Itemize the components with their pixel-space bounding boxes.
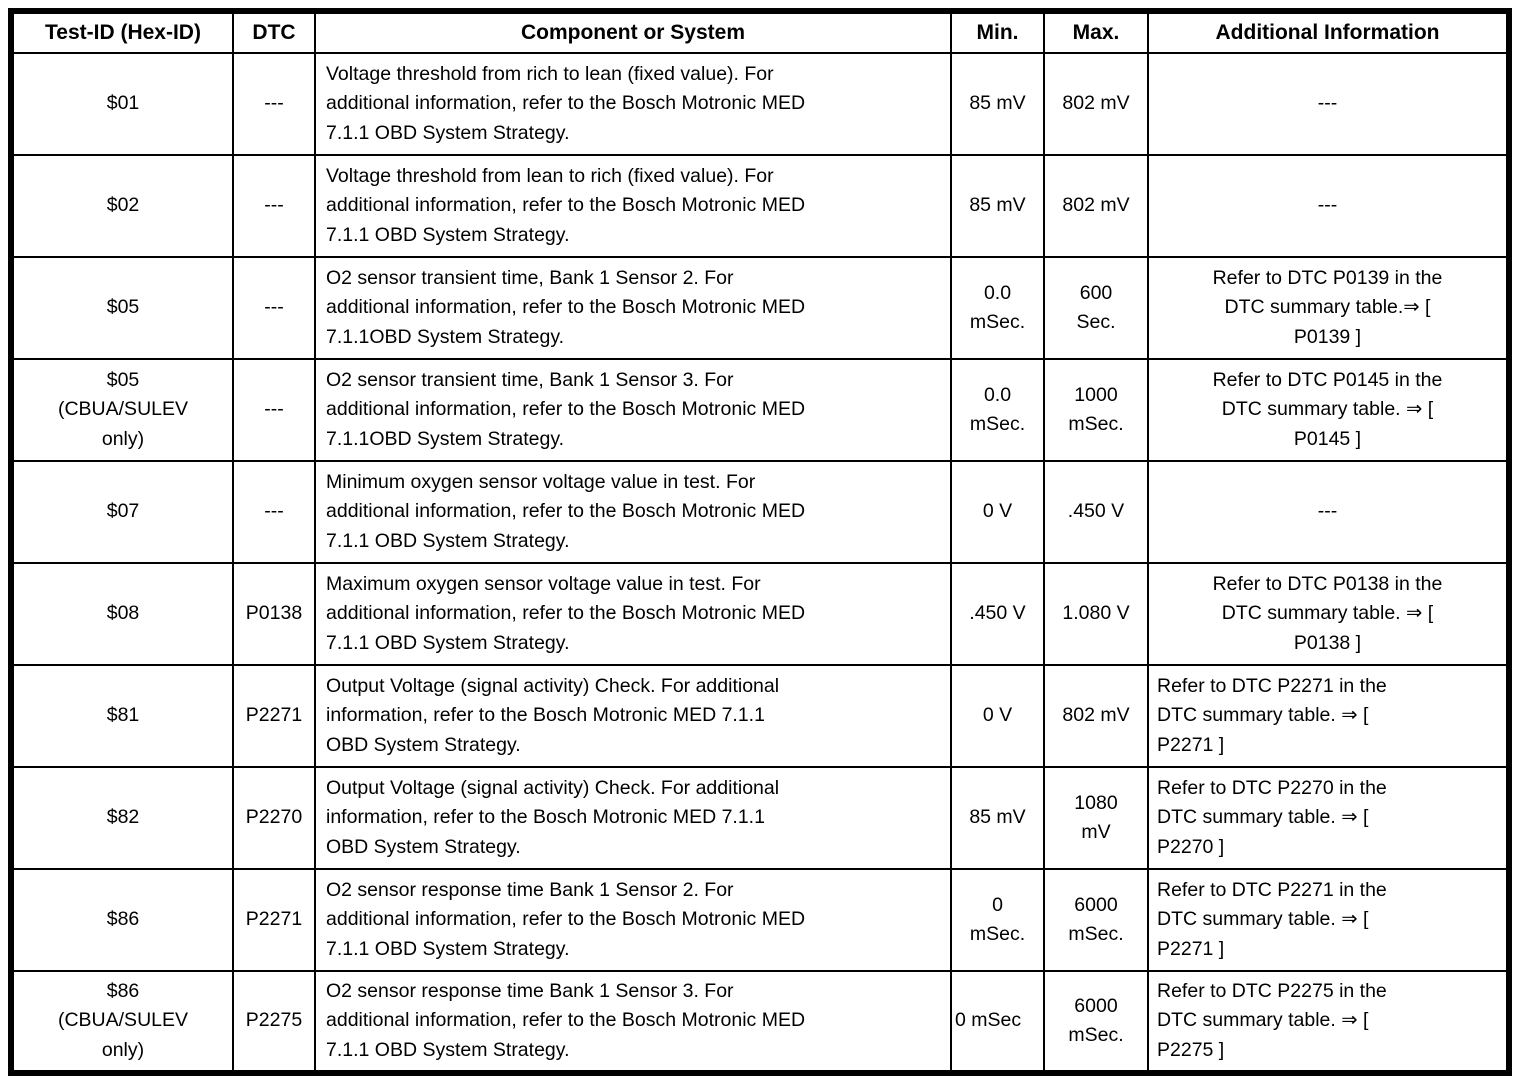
info-cell: --- <box>1147 52 1510 156</box>
table-row: $01 --- Voltage threshold from rich to lea… <box>10 52 1510 156</box>
dtc-cell: P0138 <box>232 562 316 666</box>
component-cell: O2 sensor response time Bank 1 Sensor 3.… <box>314 970 952 1074</box>
info-cell: --- <box>1147 154 1510 258</box>
header-test-id: Test-ID (Hex-ID) <box>10 10 234 54</box>
min-cell: .450 V <box>950 562 1045 666</box>
test-id-cell: $05 (CBUA/SULEV only) <box>10 358 234 462</box>
dtc-cell: P2270 <box>232 766 316 870</box>
component-cell: Minimum oxygen sensor voltage value in t… <box>314 460 952 564</box>
min-cell: 85 mV <box>950 154 1045 258</box>
table-row: $07 --- Minimum oxygen sensor voltage valu… <box>10 460 1510 564</box>
dtc-cell: --- <box>232 460 316 564</box>
info-cell: Refer to DTC P0145 in the DTC summary ta… <box>1147 358 1510 462</box>
max-cell: 600 Sec. <box>1043 256 1149 360</box>
dtc-cell: --- <box>232 358 316 462</box>
header-row: Test-ID (Hex-ID) DTC Component or System… <box>10 10 1510 54</box>
header-min: Min. <box>950 10 1045 54</box>
test-id-cell: $82 <box>10 766 234 870</box>
max-cell: 802 mV <box>1043 154 1149 258</box>
max-cell: 1080 mV <box>1043 766 1149 870</box>
header-component: Component or System <box>314 10 952 54</box>
table-row: $86 (CBUA/SULEV only) P2275 O2 sensor resp… <box>10 970 1510 1074</box>
max-cell: 6000 mSec. <box>1043 868 1149 972</box>
component-cell: Maximum oxygen sensor voltage value in t… <box>314 562 952 666</box>
obd-test-table: Test-ID (Hex-ID) DTC Component or System… <box>8 8 1512 1076</box>
info-cell: Refer to DTC P2270 in the DTC summary ta… <box>1147 766 1510 870</box>
component-cell: O2 sensor transient time, Bank 1 Sensor … <box>314 256 952 360</box>
header-additional-info: Additional Information <box>1147 10 1510 54</box>
dtc-cell: --- <box>232 154 316 258</box>
test-id-cell: $01 <box>10 52 234 156</box>
component-cell: O2 sensor response time Bank 1 Sensor 2.… <box>314 868 952 972</box>
min-cell: 0 V <box>950 460 1045 564</box>
table-row: $05 (CBUA/SULEV only) --- O2 sensor transi… <box>10 358 1510 462</box>
min-cell: 0.0 mSec. <box>950 358 1045 462</box>
max-cell: 802 mV <box>1043 664 1149 768</box>
table-row: $86 P2271 O2 sensor response time Bank 1 S… <box>10 868 1510 972</box>
min-cell: 0 mSec. <box>950 868 1045 972</box>
max-cell: 1.080 V <box>1043 562 1149 666</box>
test-id-cell: $86 (CBUA/SULEV only) <box>10 970 234 1074</box>
table-row: $08 P0138 Maximum oxygen sensor voltage va… <box>10 562 1510 666</box>
min-cell: 85 mV <box>950 52 1045 156</box>
test-id-cell: $05 <box>10 256 234 360</box>
dtc-cell: P2271 <box>232 868 316 972</box>
info-cell: --- <box>1147 460 1510 564</box>
table-body: $01 --- Voltage threshold from rich to lea… <box>10 52 1510 1074</box>
test-id-cell: $07 <box>10 460 234 564</box>
component-cell: Voltage threshold from rich to lean (fix… <box>314 52 952 156</box>
test-id-cell: $02 <box>10 154 234 258</box>
info-cell: Refer to DTC P2275 in the DTC summary ta… <box>1147 970 1510 1074</box>
min-cell: 85 mV <box>950 766 1045 870</box>
component-cell: O2 sensor transient time, Bank 1 Sensor … <box>314 358 952 462</box>
header-dtc: DTC <box>232 10 316 54</box>
max-cell: 1000 mSec. <box>1043 358 1149 462</box>
max-cell: .450 V <box>1043 460 1149 564</box>
dtc-cell: --- <box>232 52 316 156</box>
header-max: Max. <box>1043 10 1149 54</box>
dtc-cell: P2275 <box>232 970 316 1074</box>
info-cell: Refer to DTC P0138 in the DTC summary ta… <box>1147 562 1510 666</box>
min-cell: 0 V <box>950 664 1045 768</box>
table-row: $02 --- Voltage threshold from lean to ric… <box>10 154 1510 258</box>
table-row: $81 P2271 Output Voltage (signal activity)… <box>10 664 1510 768</box>
table-row: $05 --- O2 sensor transient time, Bank 1 S… <box>10 256 1510 360</box>
dtc-cell: P2271 <box>232 664 316 768</box>
dtc-cell: --- <box>232 256 316 360</box>
test-id-cell: $81 <box>10 664 234 768</box>
info-cell: Refer to DTC P0139 in the DTC summary ta… <box>1147 256 1510 360</box>
table-row: $82 P2270 Output Voltage (signal activity)… <box>10 766 1510 870</box>
test-id-cell: $08 <box>10 562 234 666</box>
max-cell: 802 mV <box>1043 52 1149 156</box>
min-cell: 0 mSec <box>950 970 1045 1074</box>
component-cell: Output Voltage (signal activity) Check. … <box>314 766 952 870</box>
info-cell: Refer to DTC P2271 in the DTC summary ta… <box>1147 664 1510 768</box>
info-cell: Refer to DTC P2271 in the DTC summary ta… <box>1147 868 1510 972</box>
component-cell: Voltage threshold from lean to rich (fix… <box>314 154 952 258</box>
max-cell: 6000 mSec. <box>1043 970 1149 1074</box>
component-cell: Output Voltage (signal activity) Check. … <box>314 664 952 768</box>
min-cell: 0.0 mSec. <box>950 256 1045 360</box>
test-id-cell: $86 <box>10 868 234 972</box>
table-header: Test-ID (Hex-ID) DTC Component or System… <box>10 10 1510 54</box>
